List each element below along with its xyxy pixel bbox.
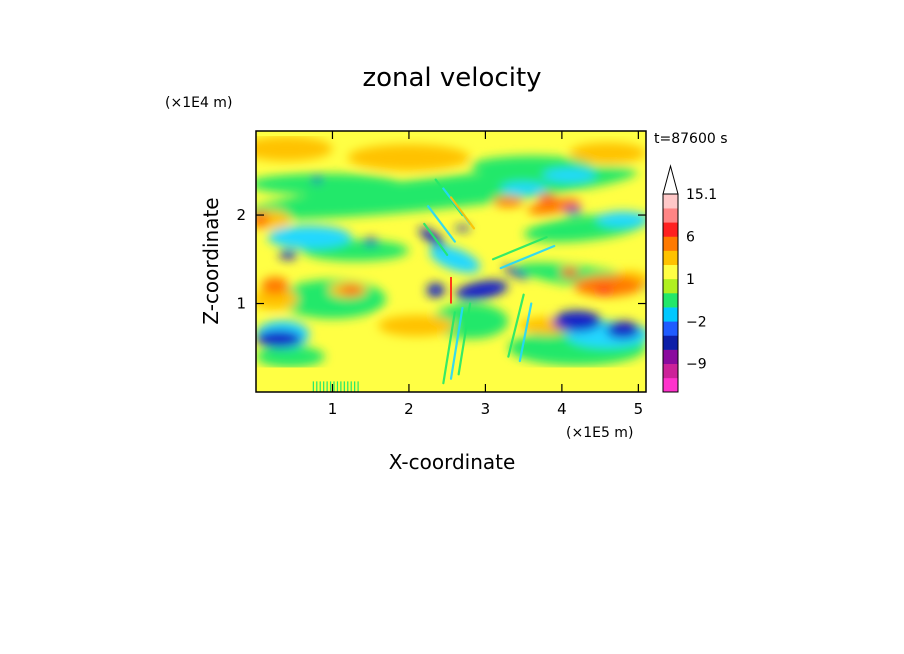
colorbar-bin [663, 335, 678, 350]
colorbar: 15.1 6 1 −2 −9 [662, 164, 717, 393]
x-tick-label: 1 [328, 400, 338, 418]
colorbar-bin [663, 363, 678, 379]
y-axis: 12 [236, 206, 646, 313]
velocity-patch [267, 225, 352, 249]
colorbar-label: 1 [686, 272, 695, 288]
x-tick-label: 5 [634, 400, 644, 418]
velocity-patch [256, 288, 299, 310]
velocity-patch [378, 315, 455, 337]
velocity-streak [457, 302, 472, 376]
velocity-patch [573, 275, 643, 297]
chart-title: zonal velocity [362, 63, 541, 93]
velocity-streak [449, 196, 476, 230]
colorbar-extend-arrow [662, 164, 679, 195]
velocity-patch [347, 144, 471, 171]
velocity-streak [449, 306, 464, 380]
x-axis-title: X-coordinate [389, 450, 516, 474]
velocity-patch [564, 207, 583, 215]
velocity-field [256, 136, 646, 368]
x-tick-label: 4 [557, 400, 567, 418]
velocity-patch [493, 196, 524, 208]
velocity-streak [518, 302, 533, 363]
velocity-streak [491, 236, 548, 261]
velocity-patch [542, 168, 597, 183]
x-tick-label: 3 [481, 400, 491, 418]
colorbar-label: 6 [686, 229, 695, 245]
time-label: t=87600 s [654, 131, 728, 147]
velocity-patch [569, 142, 646, 164]
velocity-patch [537, 193, 556, 201]
velocity-patch [429, 245, 481, 273]
colorbar-bin [663, 222, 678, 237]
velocity-patch [527, 197, 581, 215]
colorbar-bin [663, 293, 678, 308]
colorbar-bin [663, 321, 678, 336]
velocity-patch [455, 280, 508, 301]
velocity-patch [552, 310, 602, 332]
velocity-patch [426, 283, 445, 298]
velocity-patch [278, 250, 298, 260]
colorbar-bin [663, 250, 678, 266]
x-tick-label: 2 [404, 400, 414, 418]
y-tick-label: 1 [236, 295, 246, 313]
colorbar-bin [663, 349, 678, 365]
colorbar-bin [663, 236, 678, 251]
velocity-streak [499, 244, 556, 270]
velocity-patch [454, 225, 471, 231]
velocity-patch [261, 276, 289, 295]
colorbar-bin [663, 194, 678, 209]
colorbar-label: 15.1 [686, 187, 717, 203]
velocity-fine-structure [312, 178, 556, 392]
velocity-streak [426, 205, 456, 243]
velocity-streak [507, 293, 525, 358]
colorbar-label: −9 [686, 357, 707, 373]
x-unit-label: (×1E5 m) [566, 425, 633, 441]
velocity-patch [606, 321, 640, 339]
colorbar-label: −2 [686, 314, 707, 330]
y-axis-title: Z-coordinate [199, 197, 223, 324]
velocity-patch [560, 268, 579, 277]
velocity-patch [256, 345, 325, 368]
velocity-patch [256, 210, 269, 229]
velocity-patch [256, 173, 402, 195]
colorbar-bin [663, 208, 678, 223]
velocity-patch [256, 136, 333, 162]
y-unit-label: (×1E4 m) [165, 95, 232, 111]
velocity-patch [256, 330, 302, 348]
velocity-patch [256, 166, 638, 220]
velocity-patch [340, 284, 364, 297]
velocity-patch [596, 211, 646, 228]
x-axis: 1 2 3 4 5 [328, 131, 643, 418]
velocity-patch [500, 182, 547, 195]
velocity-patch [594, 285, 614, 295]
plot-frame [255, 130, 647, 393]
velocity-streak [442, 311, 456, 385]
velocity-patch [312, 176, 322, 184]
colorbar-bin [663, 278, 678, 294]
velocity-patch [363, 238, 379, 246]
colorbar-bin [663, 264, 678, 280]
plot-area [256, 131, 646, 392]
colorbar-bin [663, 377, 678, 393]
velocity-patch [503, 265, 529, 280]
colorbar-bin [663, 307, 678, 322]
velocity-streak [423, 222, 449, 256]
y-tick-label: 2 [236, 206, 246, 224]
